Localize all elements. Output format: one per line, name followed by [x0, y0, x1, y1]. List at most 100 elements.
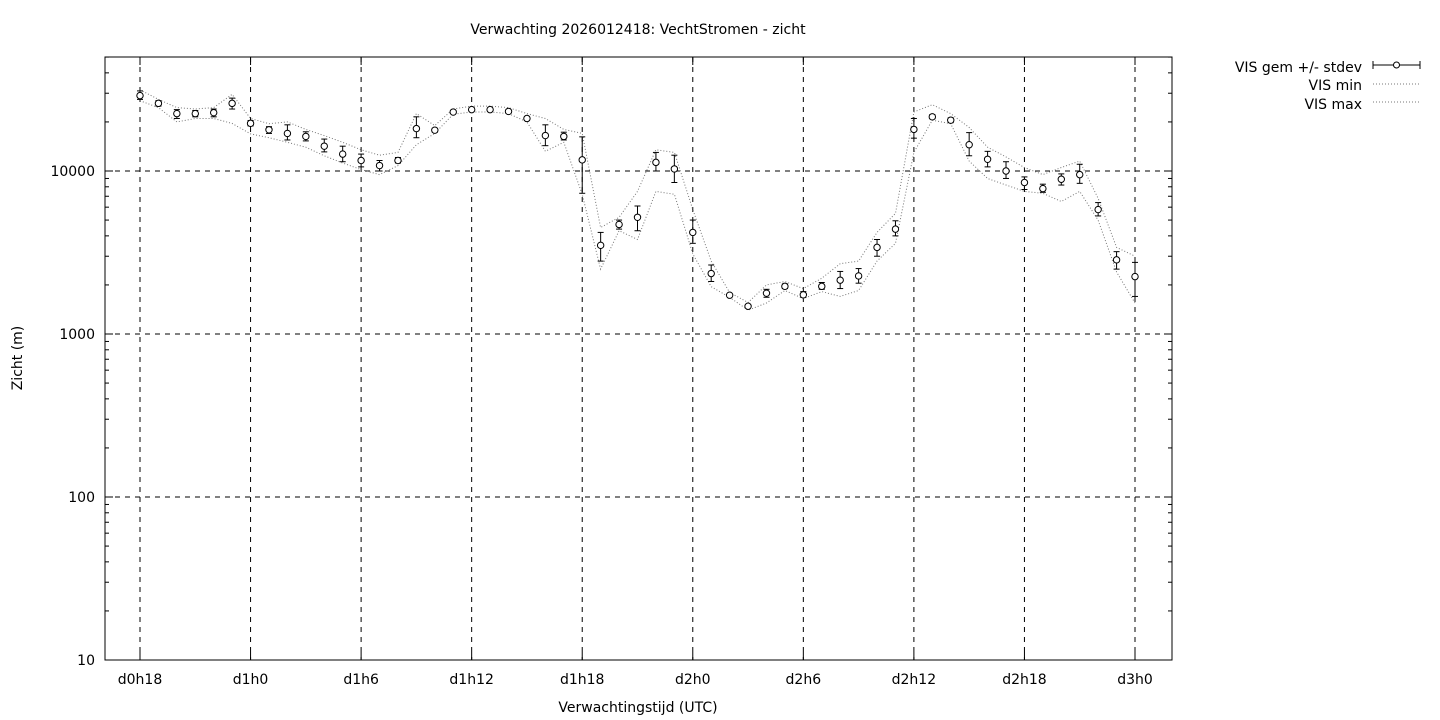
mean-point [762, 289, 771, 297]
mean-point-group [394, 156, 402, 165]
mean-point [191, 109, 199, 118]
x-tick-label: d1h6 [343, 672, 379, 688]
mean-point-group [762, 288, 771, 298]
mean-point-group [486, 105, 494, 114]
x-tick-label: d1h0 [233, 672, 269, 688]
mean-point [283, 129, 292, 138]
legend-label-min: VIS min [1309, 78, 1362, 94]
mean-point [578, 156, 586, 164]
mean-point-group [1002, 161, 1010, 179]
mean-point [707, 269, 715, 278]
mean-point [1131, 272, 1139, 281]
mean-point [873, 243, 881, 252]
mean-point-group [578, 136, 586, 194]
plot-frame [104, 56, 1173, 661]
mean-point-group [836, 270, 844, 290]
mean-point-group [891, 220, 900, 237]
x-axis-label: Verwachtingstijd (UTC) [558, 700, 717, 716]
mean-point-group [191, 109, 199, 118]
min-max-lines [139, 89, 1136, 311]
mean-point [173, 109, 181, 118]
mean-point [228, 99, 236, 108]
mean-point [523, 114, 531, 123]
mean-point-group [154, 99, 163, 108]
mean-point [983, 155, 992, 163]
mean-point [357, 156, 365, 165]
y-tick-label: 10000 [50, 164, 95, 180]
mean-point-group [725, 291, 734, 299]
mean-point-group [338, 145, 347, 163]
mean-point [375, 161, 384, 170]
mean-point [633, 213, 642, 221]
y-tick-label: 100 [68, 490, 95, 506]
mean-point-group [1076, 163, 1084, 184]
mean-point-group [910, 117, 918, 139]
mean-point-group [357, 153, 365, 168]
mean-point-group [744, 302, 752, 310]
mean-point-group [854, 268, 863, 284]
mean-point [1094, 205, 1102, 214]
mean-point-group [596, 231, 605, 262]
mean-point-group [136, 90, 144, 100]
mean-point-group [652, 151, 660, 172]
mean-point-group [302, 131, 310, 142]
mean-point [320, 142, 328, 150]
mean-point-group [283, 124, 292, 141]
mean-point [246, 119, 255, 128]
mean-point-group [1057, 173, 1065, 186]
mean-point-group [818, 281, 826, 291]
mean-point [1076, 170, 1084, 179]
x-tick-label: d2h12 [892, 672, 936, 688]
mean-point [689, 228, 697, 237]
mean-point [467, 105, 476, 114]
mean-point-group [541, 124, 550, 147]
mean-point [338, 150, 347, 158]
mean-point-group [1131, 261, 1139, 297]
mean-point [910, 125, 918, 134]
mean-point [449, 108, 457, 116]
mean-point [486, 105, 494, 114]
x-tick-label: d2h18 [1002, 672, 1046, 688]
y-axis-label: Zicht (m) [10, 326, 26, 391]
mean-point-group [246, 119, 255, 128]
mean-point-group [523, 114, 531, 123]
mean-point [781, 282, 789, 291]
mean-point-group [615, 219, 623, 230]
mean-point-group [707, 264, 715, 282]
mean-point [154, 99, 163, 108]
mean-point [412, 124, 421, 133]
x-tick-label: d3h0 [1117, 672, 1153, 688]
mean-point [891, 225, 900, 233]
chart-title: Verwachting 2026012418: VechtStromen - z… [470, 22, 806, 38]
mean-point-group [1094, 202, 1102, 217]
mean-point-group [947, 116, 955, 124]
x-tick-label: d1h18 [560, 672, 604, 688]
mean-point [854, 272, 863, 280]
legend-label-max: VIS max [1304, 97, 1362, 113]
mean-point-group [799, 291, 808, 299]
mean-point-group [1039, 183, 1047, 193]
mean-point [302, 132, 310, 141]
mean-point-group [928, 113, 937, 121]
mean-point-group [467, 105, 476, 114]
mean-point [725, 291, 734, 299]
mean-point [1057, 175, 1065, 183]
mean-point-group [173, 109, 181, 119]
legend-sample-mean-marker [1393, 61, 1400, 69]
mean-point [799, 291, 808, 299]
x-tick-label: d0h18 [118, 672, 162, 688]
mean-point-group [504, 107, 513, 116]
mean-point-group [560, 131, 568, 141]
legend: VIS gem +/- stdev VIS min VIS max [1235, 60, 1421, 113]
mean-point-group [412, 116, 421, 139]
mean-point [431, 126, 439, 134]
mean-point [394, 156, 402, 165]
axis-ticks: d0h18 d1h0 d1h6 d1h12 d1h18 d2h0 d2h6 d2h12 d2h1… [50, 56, 1172, 688]
mean-point-group [265, 126, 273, 134]
mean-point-group [228, 97, 236, 110]
mean-point-group [375, 159, 384, 172]
mean-point [265, 126, 273, 134]
mean-point [928, 113, 937, 121]
vis-min-line [139, 100, 1136, 311]
